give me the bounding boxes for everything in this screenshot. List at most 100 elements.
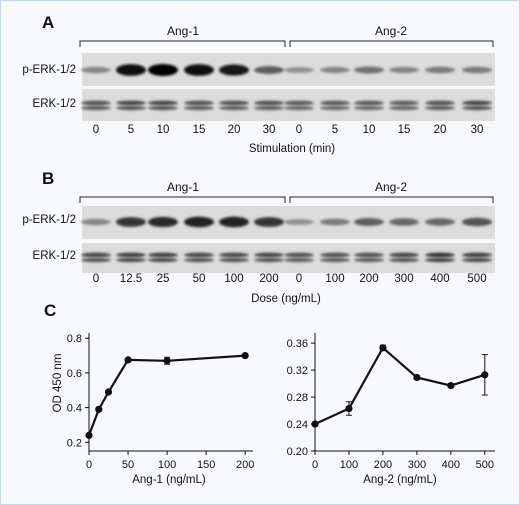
band-total-upper — [81, 100, 111, 106]
band-phospho — [254, 66, 284, 74]
band-phospho — [116, 217, 146, 227]
panel-b-xlabel: Dose (ng/mL) — [251, 293, 321, 305]
lane-label: 0 — [296, 273, 302, 285]
band-phospho — [425, 66, 455, 74]
data-point — [85, 431, 93, 439]
x-tick-label: 100 — [158, 459, 176, 471]
data-point — [241, 351, 249, 360]
x-tick-label: 50 — [122, 459, 134, 471]
band-phospho — [320, 218, 350, 226]
band-phospho — [354, 218, 384, 226]
band-total-upper — [81, 252, 111, 258]
band-total-upper — [116, 252, 146, 258]
x-tick-label: 300 — [408, 459, 426, 471]
panel-a-blot-total — [82, 89, 495, 121]
panel-b-group-brackets — [79, 196, 494, 203]
data-point — [481, 371, 489, 379]
band-total-lower — [284, 105, 314, 111]
chart-ang2-xlabel: Ang-2 (ng/mL) — [363, 474, 437, 486]
panel-a-lane-labels: 0 5 10 15 20 30 0 5 10 15 20 30 — [93, 124, 484, 136]
panel-a-row-total: ERK-1/2 — [33, 98, 76, 110]
band-total-upper — [320, 252, 350, 258]
series-line — [87, 354, 246, 436]
lane-label: 5 — [128, 124, 134, 136]
x-tick-label: 100 — [340, 459, 358, 471]
y-tick-label: 0.24 — [287, 419, 308, 431]
band-total-lower — [462, 257, 492, 263]
band-total-lower — [116, 105, 146, 111]
panel-a-xlabel: Stimulation (min) — [249, 143, 335, 155]
band-total-lower — [184, 257, 214, 263]
panel-c-letter: C — [44, 301, 56, 320]
x-tick-label: 400 — [442, 459, 460, 471]
band-phospho — [389, 218, 419, 226]
lane-label: 10 — [363, 124, 376, 136]
panel-a-group-ang1: Ang-1 — [167, 24, 199, 38]
band-total-upper — [425, 252, 455, 258]
band-total-lower — [425, 105, 455, 111]
band-phospho — [284, 67, 314, 73]
panel-b-bands — [81, 216, 492, 263]
band-total-upper — [148, 100, 178, 106]
chart-ang1-xlabel: Ang-1 (ng/mL) — [132, 474, 206, 486]
band-total-upper — [184, 100, 214, 106]
band-total-upper — [320, 100, 350, 106]
x-tick-label: 200 — [236, 459, 254, 471]
band-total-lower — [354, 105, 384, 111]
data-point — [379, 344, 387, 352]
band-total-upper — [219, 100, 249, 106]
band-total-lower — [389, 257, 419, 263]
lane-label: 15 — [398, 124, 411, 136]
band-total-lower — [148, 257, 178, 263]
data-point — [345, 404, 353, 413]
lane-label: 50 — [193, 273, 206, 285]
y-tick-label: 0.36 — [287, 338, 308, 350]
x-tick-label: 150 — [197, 459, 215, 471]
panel-b-letter: B — [42, 169, 54, 188]
band-phospho — [462, 217, 492, 227]
x-tick-label: 0 — [312, 459, 318, 471]
band-total-lower — [219, 105, 249, 111]
band-total-lower — [184, 105, 214, 111]
band-total-upper — [284, 100, 314, 106]
data-point — [124, 356, 132, 364]
band-total-upper — [389, 252, 419, 258]
band-total-lower — [320, 105, 350, 111]
lane-label: 12.5 — [120, 273, 142, 285]
y-tick-label: 0.28 — [287, 392, 308, 404]
band-phospho — [219, 64, 249, 76]
chart-ang1: 0.2 0.4 0.6 0.8 0 50 100 150 200 — [67, 333, 254, 471]
band-phospho — [184, 64, 214, 76]
band-total-lower — [389, 105, 419, 111]
band-total-lower — [81, 257, 111, 263]
x-tick-label: 0 — [86, 459, 92, 471]
band-phospho — [81, 66, 111, 74]
band-total-upper — [219, 252, 249, 258]
panel-b-row-phospho: p-ERK-1/2 — [22, 214, 76, 226]
lane-label: 30 — [471, 124, 484, 136]
panel-a-bands — [81, 64, 492, 111]
data-point — [104, 388, 113, 396]
x-tick-label: 200 — [374, 459, 392, 471]
x-tick-label: 500 — [476, 459, 494, 471]
panel-b-blot-total — [82, 243, 495, 273]
lane-label: 0 — [93, 273, 99, 285]
panel-b-group-ang2: Ang-2 — [375, 180, 407, 194]
data-point — [413, 373, 421, 382]
y-tick-label: 0.4 — [67, 403, 82, 415]
band-total-upper — [425, 100, 455, 106]
data-point — [311, 420, 319, 428]
chart-ang2: 0.20 0.24 0.28 0.32 0.36 0 100 200 300 400 500 — [287, 333, 495, 471]
lane-label: 5 — [332, 124, 338, 136]
band-phospho — [389, 66, 419, 74]
band-phospho — [320, 66, 350, 74]
lane-label: 10 — [157, 124, 170, 136]
lane-label: 15 — [193, 124, 206, 136]
band-total-lower — [254, 257, 284, 263]
band-phospho — [184, 216, 214, 228]
lane-label: 200 — [259, 273, 278, 285]
lane-label: 200 — [359, 273, 378, 285]
lane-label: 400 — [430, 273, 449, 285]
data-point — [95, 405, 103, 413]
